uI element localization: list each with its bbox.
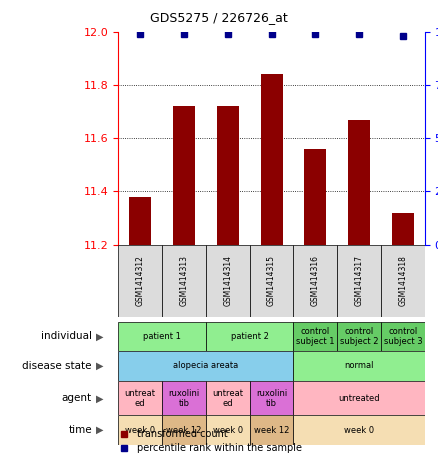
Bar xyxy=(381,322,425,351)
Bar xyxy=(118,381,162,415)
Text: individual: individual xyxy=(41,331,92,342)
Bar xyxy=(118,351,293,381)
Bar xyxy=(293,415,425,445)
Bar xyxy=(250,245,293,317)
Bar xyxy=(293,322,337,351)
Text: untreat
ed: untreat ed xyxy=(212,389,243,408)
Bar xyxy=(173,106,195,245)
Text: ▶: ▶ xyxy=(96,331,104,342)
Text: normal: normal xyxy=(344,361,374,370)
Bar xyxy=(162,415,206,445)
Text: GDS5275 / 226726_at: GDS5275 / 226726_at xyxy=(150,11,288,24)
Text: time: time xyxy=(68,425,92,435)
Bar xyxy=(381,245,425,317)
Bar xyxy=(293,351,425,381)
Bar xyxy=(250,415,293,445)
Text: alopecia areata: alopecia areata xyxy=(173,361,238,370)
Bar xyxy=(206,415,250,445)
Bar xyxy=(392,213,414,245)
Text: ▶: ▶ xyxy=(96,425,104,435)
Text: control
subject 2: control subject 2 xyxy=(340,327,378,346)
Text: GSM1414318: GSM1414318 xyxy=(399,255,407,306)
Text: untreat
ed: untreat ed xyxy=(125,389,155,408)
Text: week 0: week 0 xyxy=(344,426,374,434)
Text: week 12: week 12 xyxy=(254,426,289,434)
Bar xyxy=(293,245,337,317)
Bar xyxy=(118,245,162,317)
Bar xyxy=(118,322,206,351)
Bar xyxy=(217,106,239,245)
Bar xyxy=(337,245,381,317)
Text: control
subject 1: control subject 1 xyxy=(296,327,335,346)
Text: ▶: ▶ xyxy=(96,393,104,404)
Text: percentile rank within the sample: percentile rank within the sample xyxy=(137,443,302,453)
Text: ruxolini
tib: ruxolini tib xyxy=(168,389,200,408)
Text: transformed count: transformed count xyxy=(137,429,227,439)
Text: week 0: week 0 xyxy=(125,426,155,434)
Bar xyxy=(162,245,206,317)
Text: control
subject 3: control subject 3 xyxy=(384,327,422,346)
Bar xyxy=(250,381,293,415)
Text: patient 1: patient 1 xyxy=(143,332,181,341)
Bar xyxy=(348,120,370,245)
Text: GSM1414317: GSM1414317 xyxy=(355,255,364,306)
Bar xyxy=(118,415,162,445)
Bar xyxy=(206,381,250,415)
Text: week 12: week 12 xyxy=(166,426,201,434)
Bar xyxy=(304,149,326,245)
Text: GSM1414315: GSM1414315 xyxy=(267,255,276,306)
Bar xyxy=(162,381,206,415)
Text: GSM1414312: GSM1414312 xyxy=(136,255,145,306)
Text: GSM1414316: GSM1414316 xyxy=(311,255,320,306)
Bar xyxy=(293,381,425,415)
Text: ▶: ▶ xyxy=(96,361,104,371)
Bar xyxy=(129,197,151,245)
Bar xyxy=(261,74,283,245)
Text: week 0: week 0 xyxy=(213,426,243,434)
Text: agent: agent xyxy=(62,393,92,404)
Text: GSM1414313: GSM1414313 xyxy=(180,255,188,306)
Bar xyxy=(337,322,381,351)
Bar xyxy=(206,322,293,351)
Text: patient 2: patient 2 xyxy=(231,332,268,341)
Text: untreated: untreated xyxy=(338,394,380,403)
Text: disease state: disease state xyxy=(22,361,92,371)
Bar xyxy=(206,245,250,317)
Text: GSM1414314: GSM1414314 xyxy=(223,255,232,306)
Text: ruxolini
tib: ruxolini tib xyxy=(256,389,287,408)
